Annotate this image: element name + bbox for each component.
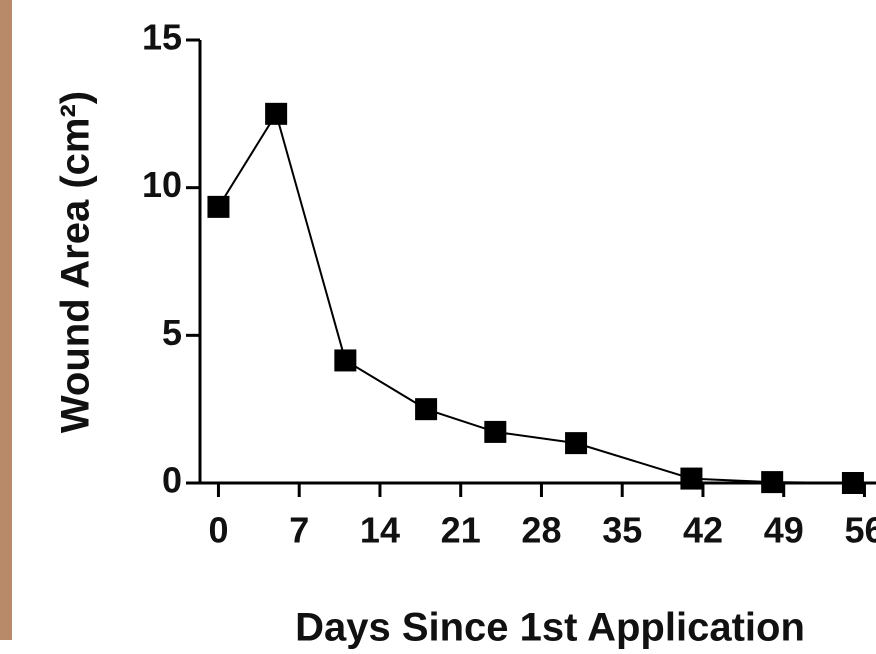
y-tick-label: 5	[162, 312, 182, 353]
x-tick-label: 28	[521, 510, 561, 551]
marker	[415, 398, 438, 421]
marker	[841, 472, 864, 494]
y-tick-label: 0	[162, 460, 182, 501]
marker	[761, 471, 784, 494]
x-tick-label: 35	[602, 510, 642, 551]
x-tick-label: 42	[683, 510, 723, 551]
marker	[680, 467, 703, 490]
line	[217, 111, 853, 484]
y-axis-label: Wound Area (cm²)	[54, 91, 98, 433]
marker	[484, 420, 507, 443]
y-tick-label: 10	[142, 164, 182, 205]
x-tick-label: 7	[289, 510, 309, 551]
x-tick-label: 0	[208, 510, 228, 551]
x-tick-label: 21	[441, 510, 481, 551]
marker	[334, 349, 357, 372]
x-tick-label: 49	[764, 510, 804, 551]
photo-edge	[0, 0, 12, 640]
y-tick-label: 15	[142, 17, 182, 58]
marker	[207, 195, 230, 218]
marker	[265, 102, 288, 125]
x-axis-label: Days Since 1st Application	[295, 606, 805, 650]
marker	[565, 432, 588, 455]
x-tick-label: 14	[360, 510, 400, 551]
x-tick-label: 56	[844, 510, 876, 551]
